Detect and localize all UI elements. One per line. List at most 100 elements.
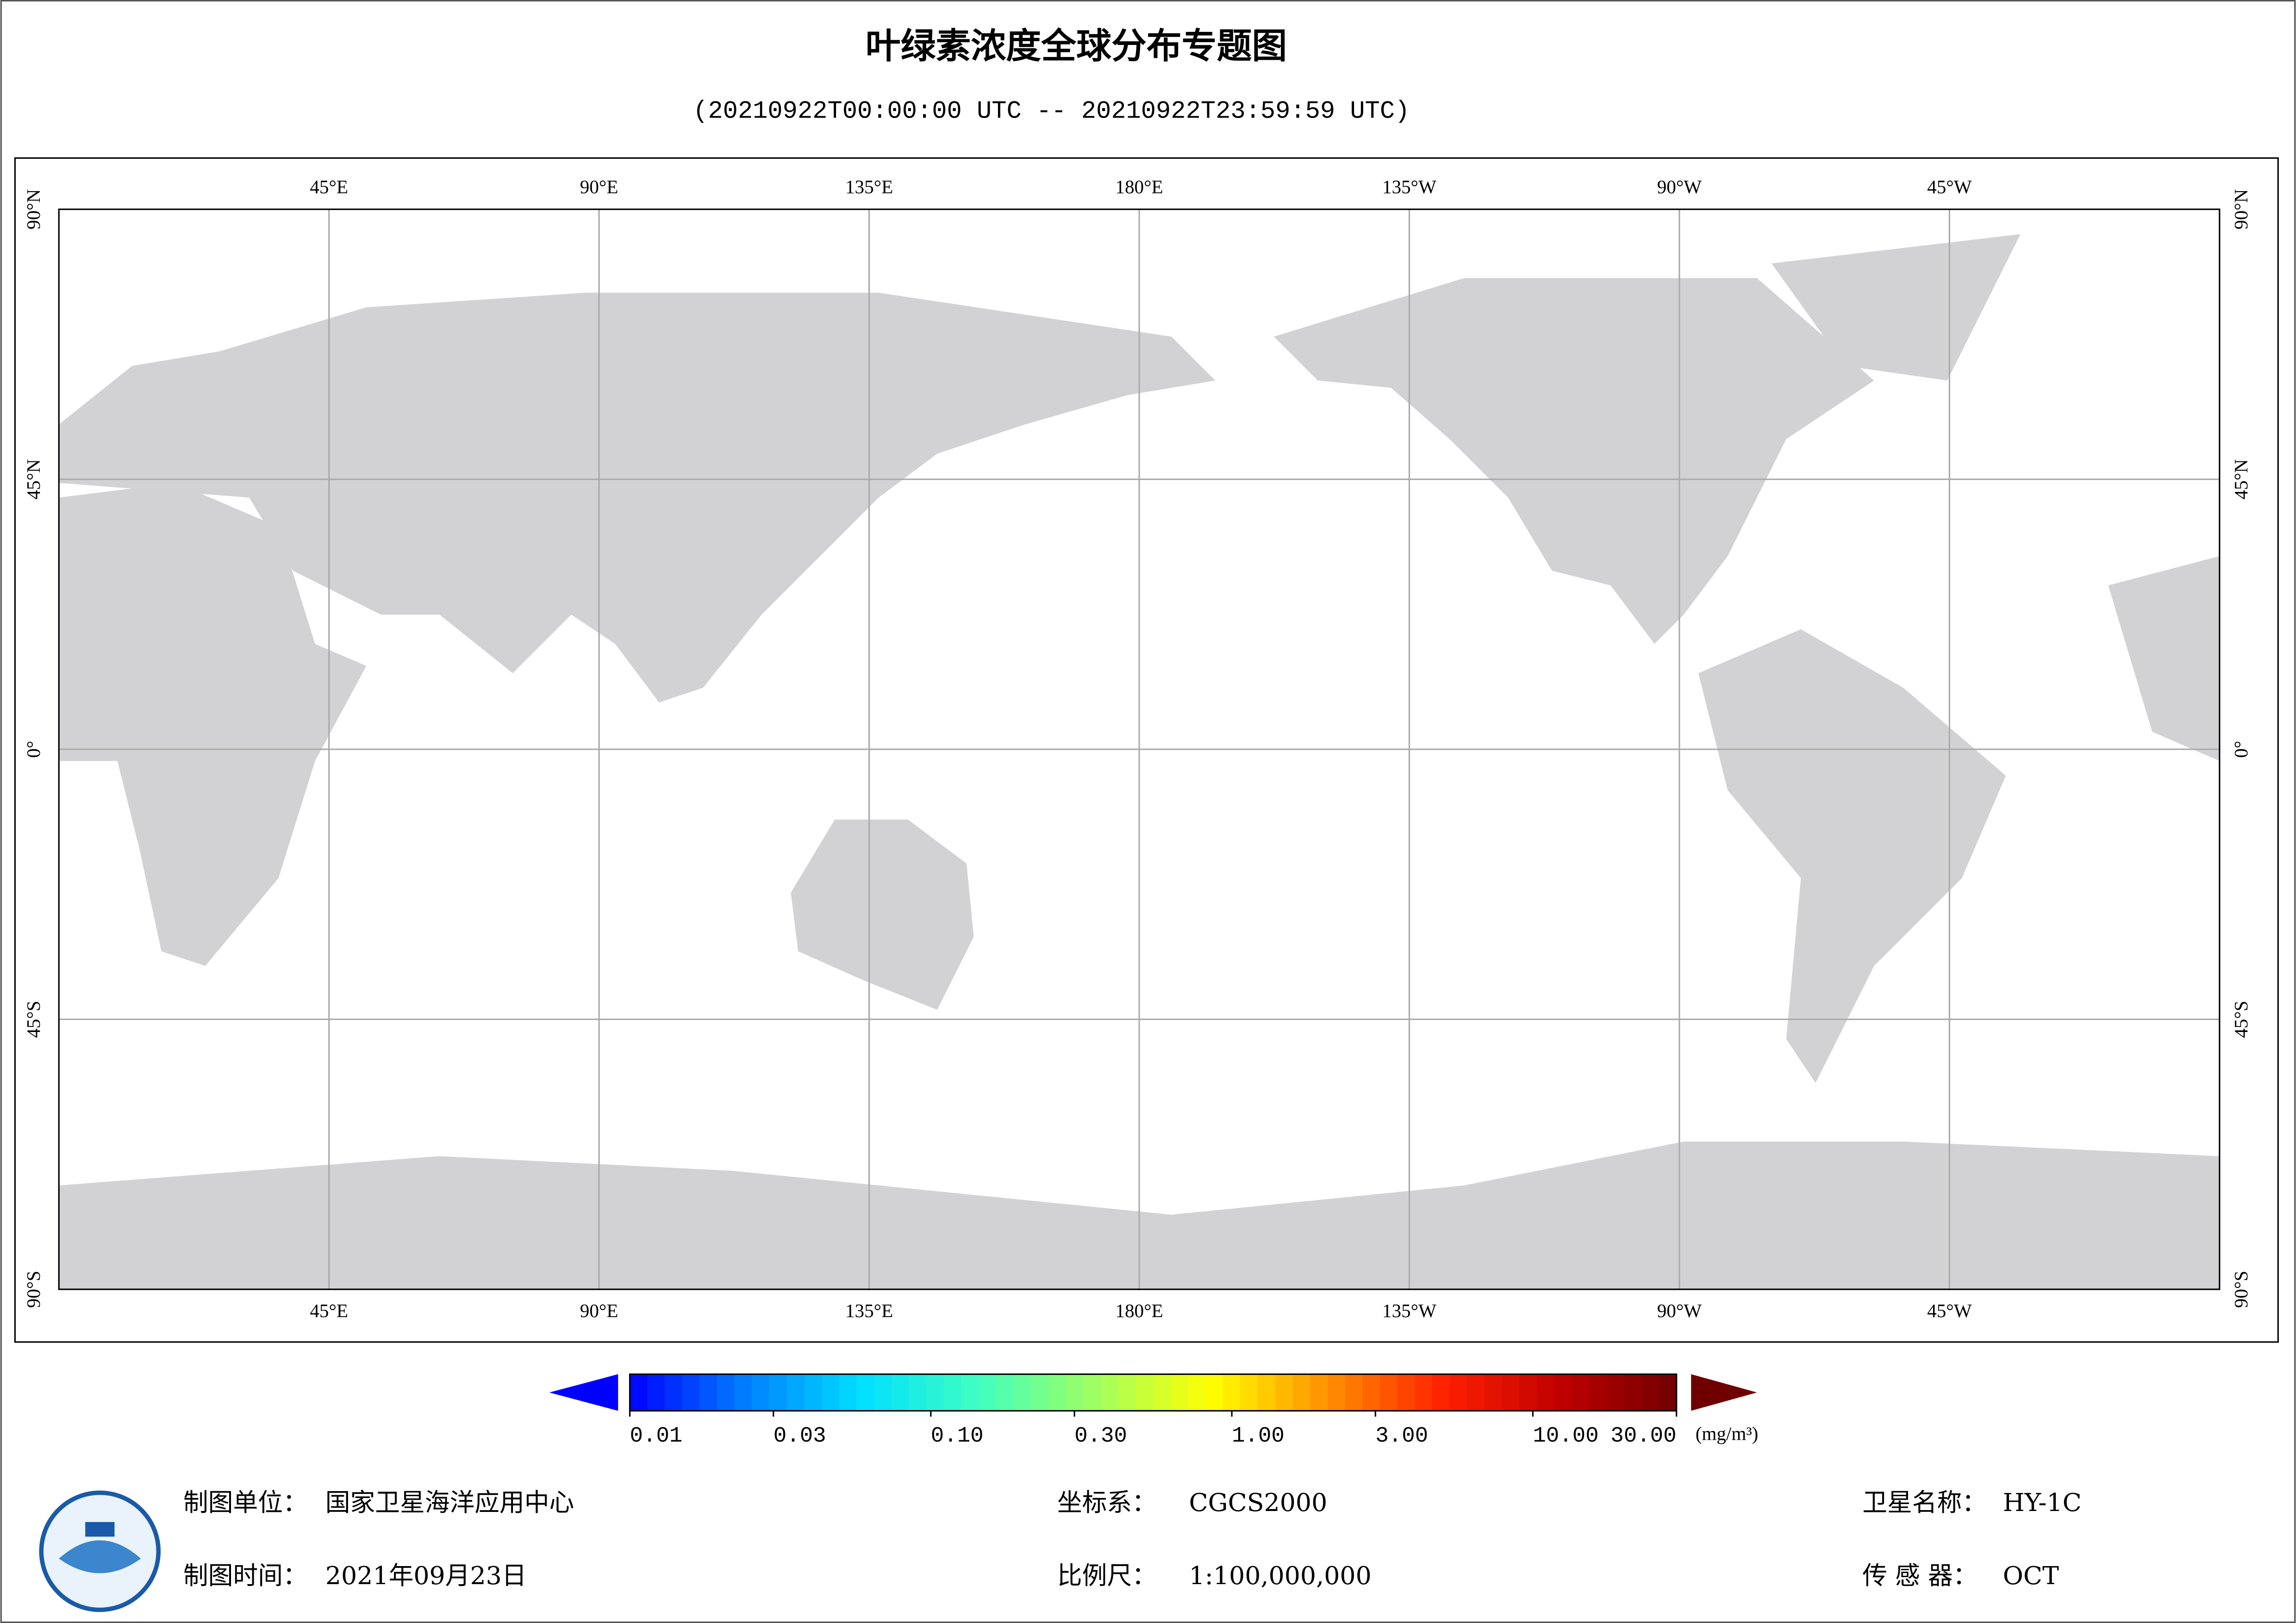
colorbar-cell xyxy=(1083,1374,1102,1411)
colorbar-cell xyxy=(682,1374,700,1411)
colorbar-tick-label: 1.00 xyxy=(1232,1424,1285,1449)
colorbar-cell xyxy=(1223,1374,1242,1411)
colorbar-cell xyxy=(1188,1374,1206,1411)
colorbar-tick-label: 0.10 xyxy=(931,1424,984,1449)
footer-label: 卫星名称： xyxy=(1862,1488,1987,1517)
lat-label: 45°N xyxy=(2230,459,2252,499)
lon-label: 135°E xyxy=(845,1300,893,1321)
colorbar-cell xyxy=(1502,1374,1521,1411)
footer-value: HY-1C xyxy=(2003,1488,2082,1517)
lat-label: 45°S xyxy=(2230,1001,2252,1038)
lat-label: 45°S xyxy=(23,1001,44,1038)
footer-label: 传 感 器： xyxy=(1862,1561,1978,1590)
colorbar-cell xyxy=(1537,1374,1555,1411)
colorbar-cell xyxy=(996,1374,1015,1411)
lon-label: 135°W xyxy=(1382,176,1436,197)
subtitle: (20210922T00:00:00 UTC -- 20210922T23:59… xyxy=(693,98,1410,126)
colorbar-cell xyxy=(1519,1374,1538,1411)
footer-value: OCT xyxy=(2003,1561,2059,1590)
footer-value: 国家卫星海洋应用中心 xyxy=(325,1488,574,1517)
lat-label: 90°S xyxy=(2230,1271,2252,1308)
colorbar-cell xyxy=(804,1374,823,1411)
colorbar-cell xyxy=(891,1374,910,1411)
map-frame xyxy=(14,157,2279,1343)
footer-label: 坐标系： xyxy=(1057,1488,1157,1517)
colorbar-cell xyxy=(1136,1374,1154,1411)
colorbar-cell xyxy=(647,1374,666,1411)
title: 叶绿素浓度全球分布专题图 xyxy=(866,25,1287,66)
colorbar-border xyxy=(629,1373,1678,1412)
lon-label: 90°E xyxy=(580,176,618,197)
colorbar-cell xyxy=(856,1374,875,1411)
colorbar-cell xyxy=(1118,1374,1136,1411)
lon-label: 180°E xyxy=(1115,1300,1163,1321)
colorbar-cell xyxy=(1153,1374,1172,1411)
footer-label: 制图时间： xyxy=(183,1561,308,1590)
lon-label: 90°W xyxy=(1657,1300,1702,1321)
colorbar-cell xyxy=(1310,1374,1329,1411)
colorbar-cell xyxy=(1432,1374,1451,1411)
lat-label: 90°N xyxy=(2230,189,2252,230)
lon-label: 45°W xyxy=(1927,1300,1972,1321)
colorbar-cell xyxy=(822,1374,840,1411)
lon-label: 180°E xyxy=(1115,176,1163,197)
colorbar-extend xyxy=(549,1374,618,1411)
colorbar-cell xyxy=(1606,1374,1625,1411)
lat-label: 0° xyxy=(2230,741,2252,758)
colorbar-cell xyxy=(1275,1374,1294,1411)
colorbar-cell xyxy=(630,1374,648,1411)
colorbar-cell xyxy=(1589,1374,1608,1411)
colorbar-cell xyxy=(1327,1374,1346,1411)
footer-label: 制图单位： xyxy=(183,1488,308,1517)
colorbar-cell xyxy=(664,1374,683,1411)
lat-label: 45°N xyxy=(23,459,44,499)
colorbar-cell xyxy=(752,1374,770,1411)
colorbar-extend xyxy=(1691,1374,1757,1411)
colorbar-cell xyxy=(1379,1374,1398,1411)
colorbar-cell xyxy=(1292,1374,1311,1411)
footer-value: CGCS2000 xyxy=(1189,1488,1328,1517)
lon-label: 45°E xyxy=(310,1300,348,1321)
colorbar-cell xyxy=(839,1374,858,1411)
colorbar-cell xyxy=(1624,1374,1642,1411)
colorbar-cell xyxy=(926,1374,945,1411)
lon-label: 45°W xyxy=(1927,176,1972,197)
colorbar-cell xyxy=(1013,1374,1032,1411)
colorbar-cell xyxy=(1554,1374,1573,1411)
lat-label: 90°N xyxy=(23,189,44,230)
colorbar-cell xyxy=(769,1374,788,1411)
graticule: 45°E 45°E 90°E 90°E 135°E 135°E 180°E 180°E 135°… xyxy=(23,176,2252,1321)
colorbar-cell xyxy=(1205,1374,1224,1411)
colorbar-cell xyxy=(1467,1374,1485,1411)
lon-label: 90°E xyxy=(580,1300,618,1321)
lon-label: 45°E xyxy=(310,176,348,197)
footer-value: 2021年09月23日 xyxy=(325,1561,527,1590)
lon-label: 90°W xyxy=(1657,176,1702,197)
colorbar-cell xyxy=(943,1374,962,1411)
footer-value: 1:100,000,000 xyxy=(1189,1561,1372,1590)
colorbar-cell xyxy=(1397,1374,1416,1411)
colorbar-cell xyxy=(1485,1374,1503,1411)
colorbar-unit: (mg/m³) xyxy=(1696,1423,1759,1445)
map-plot-border xyxy=(58,208,2221,1290)
colorbar-tick-label: 0.30 xyxy=(1074,1424,1127,1449)
colorbar-tick-label: 0.03 xyxy=(774,1424,826,1449)
colorbar-cell xyxy=(1066,1374,1084,1411)
colorbar-cell xyxy=(699,1374,718,1411)
lat-label: 0° xyxy=(23,741,44,758)
colorbar-cell xyxy=(1170,1374,1189,1411)
colorbar-cell xyxy=(786,1374,805,1411)
colorbar-cell xyxy=(1101,1374,1119,1411)
colorbar-cell xyxy=(909,1374,927,1411)
colorbar-cell xyxy=(717,1374,736,1411)
colorbar-cell xyxy=(961,1374,980,1411)
colorbar-cell xyxy=(1659,1374,1678,1411)
colorbar-cell xyxy=(1362,1374,1381,1411)
colorbar-cell xyxy=(979,1374,997,1411)
colorbar-cell xyxy=(1572,1374,1590,1411)
colorbar-cell xyxy=(1048,1374,1067,1411)
colorbar-cell xyxy=(1031,1374,1049,1411)
lon-label: 135°E xyxy=(845,176,893,197)
colorbar-tick-label: 0.01 xyxy=(630,1424,683,1449)
